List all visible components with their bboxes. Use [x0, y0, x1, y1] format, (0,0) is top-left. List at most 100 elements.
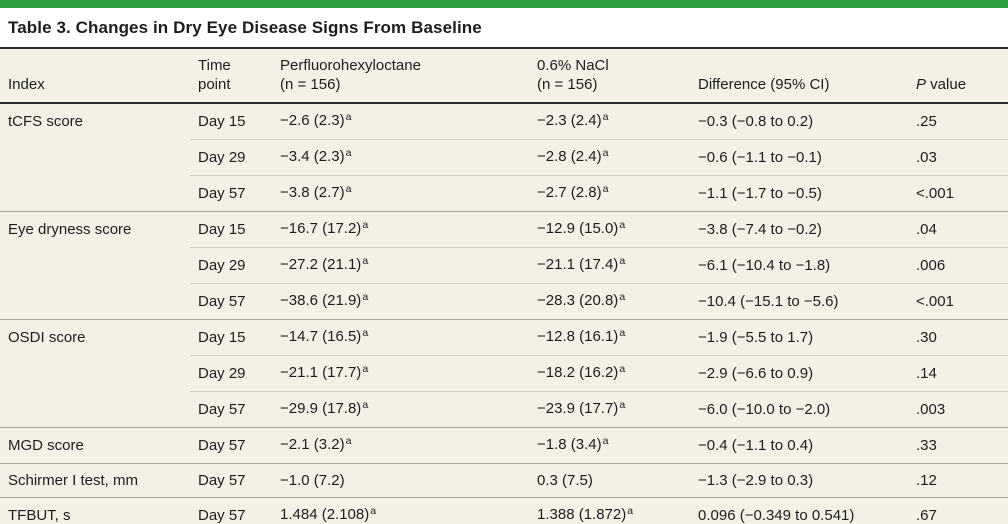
footnote-marker: a	[602, 111, 609, 123]
cell-nacl: −28.3 (20.8)a	[529, 283, 690, 320]
header-label: Difference (95% CI)	[698, 76, 830, 93]
header-label: value	[926, 76, 967, 93]
footnote-marker: a	[619, 327, 626, 339]
cell-perfluorohexyloctane: 1.484 (2.108)a	[272, 497, 529, 524]
cell-time-point: Day 29	[190, 247, 272, 284]
cell-p-value: .33	[908, 427, 1008, 464]
table-row: Day 57 −29.9 (17.8)a −23.9 (17.7)a −6.0 (−1…	[0, 391, 1008, 428]
cell-difference: −10.4 (−15.1 to −5.6)	[690, 283, 908, 320]
cell-index: OSDI score	[0, 319, 190, 356]
cell-nacl: −18.2 (16.2)a	[529, 355, 690, 392]
header-label-line: 0.6% NaCl	[537, 57, 609, 74]
table-header: Index Time point Perfluorohexyloctane (n…	[0, 48, 1008, 104]
cell-perfluorohexyloctane: −29.9 (17.8)a	[272, 391, 529, 428]
table-body: tCFS score Day 15 −2.6 (2.3)a −2.3 (2.4)a −0…	[0, 102, 1008, 524]
cell-p-value: .14	[908, 355, 1008, 392]
table-row: Schirmer I test, mm Day 57 −1.0 (7.2) 0.3 (…	[0, 463, 1008, 498]
header-label-line: point	[198, 76, 231, 93]
cell-perfluorohexyloctane: −3.4 (2.3)a	[272, 139, 529, 176]
cell-index	[0, 140, 190, 176]
column-header-difference: Difference (95% CI)	[690, 48, 908, 104]
cell-p-value: .67	[908, 497, 1008, 524]
header-label-p: P	[916, 76, 927, 93]
cell-nacl: −2.8 (2.4)a	[529, 139, 690, 176]
cell-perfluorohexyloctane: −38.6 (21.9)a	[272, 283, 529, 320]
cell-nacl: 0.3 (7.5)	[529, 463, 690, 498]
footnote-marker: a	[619, 255, 626, 267]
footnote-marker: a	[362, 291, 369, 303]
header-label-line: (n = 156)	[537, 76, 598, 93]
cell-difference: −0.3 (−0.8 to 0.2)	[690, 102, 908, 140]
header-label-line: (n = 156)	[280, 76, 341, 93]
accent-bar	[0, 0, 1008, 8]
header-label-line: Perfluorohexyloctane	[280, 57, 421, 74]
cell-nacl: −2.7 (2.8)a	[529, 175, 690, 212]
cell-p-value: .12	[908, 463, 1008, 498]
table-row: TFBUT, s Day 57 1.484 (2.108)a 1.388 (1.872…	[0, 497, 1008, 524]
cell-time-point: Day 57	[190, 497, 272, 524]
footnote-marker: a	[602, 147, 609, 159]
cell-p-value: .30	[908, 319, 1008, 356]
table-title: Table 3. Changes in Dry Eye Disease Sign…	[8, 18, 482, 37]
cell-p-value: <.001	[908, 283, 1008, 320]
header-label-line: Time	[198, 57, 231, 74]
cell-difference: −1.3 (−2.9 to 0.3)	[690, 463, 908, 498]
table-row: Day 57 −38.6 (21.9)a −28.3 (20.8)a −10.4 (−…	[0, 283, 1008, 320]
cell-nacl: −1.8 (3.4)a	[529, 427, 690, 464]
cell-index	[0, 356, 190, 392]
footnote-marker: a	[602, 435, 609, 447]
cell-index	[0, 176, 190, 212]
cell-difference: −6.0 (−10.0 to −2.0)	[690, 391, 908, 428]
footnote-marker: a	[345, 435, 352, 447]
cell-difference: −1.1 (−1.7 to −0.5)	[690, 175, 908, 212]
cell-perfluorohexyloctane: −1.0 (7.2)	[272, 463, 529, 498]
cell-perfluorohexyloctane: −27.2 (21.1)a	[272, 247, 529, 284]
cell-p-value: .04	[908, 211, 1008, 248]
footnote-marker: a	[345, 111, 352, 123]
column-header-index: Index	[0, 48, 190, 104]
footnote-marker: a	[362, 219, 369, 231]
title-block: Table 3. Changes in Dry Eye Disease Sign…	[0, 8, 1008, 47]
footnote-marker: a	[370, 505, 377, 517]
footnote-marker: a	[619, 291, 626, 303]
cell-index: tCFS score	[0, 102, 190, 140]
table-row: Day 29 −21.1 (17.7)a −18.2 (16.2)a −2.9 (−6…	[0, 355, 1008, 392]
cell-time-point: Day 29	[190, 355, 272, 392]
column-header-time-point: Time point	[190, 48, 272, 104]
cell-p-value: .25	[908, 102, 1008, 140]
cell-time-point: Day 57	[190, 427, 272, 464]
cell-index: Schirmer I test, mm	[0, 463, 190, 498]
footnote-marker: a	[362, 255, 369, 267]
cell-time-point: Day 57	[190, 283, 272, 320]
cell-index: Eye dryness score	[0, 211, 190, 248]
footnote-marker: a	[362, 363, 369, 375]
cell-perfluorohexyloctane: −21.1 (17.7)a	[272, 355, 529, 392]
cell-perfluorohexyloctane: −16.7 (17.2)a	[272, 211, 529, 248]
footnote-marker: a	[619, 399, 626, 411]
column-header-perfluorohexyloctane: Perfluorohexyloctane (n = 156)	[272, 48, 529, 104]
cell-time-point: Day 15	[190, 102, 272, 140]
cell-time-point: Day 15	[190, 211, 272, 248]
cell-difference: −0.6 (−1.1 to −0.1)	[690, 139, 908, 176]
cell-difference: −6.1 (−10.4 to −1.8)	[690, 247, 908, 284]
cell-time-point: Day 57	[190, 463, 272, 498]
footnote-marker: a	[619, 363, 626, 375]
cell-nacl: −23.9 (17.7)a	[529, 391, 690, 428]
cell-index: MGD score	[0, 427, 190, 464]
footnote-marker: a	[362, 399, 369, 411]
header-label: Index	[8, 76, 45, 93]
cell-index	[0, 284, 190, 320]
data-table: Index Time point Perfluorohexyloctane (n…	[0, 47, 1008, 524]
cell-difference: −0.4 (−1.1 to 0.4)	[690, 427, 908, 464]
footnote-marker: a	[627, 505, 634, 517]
cell-p-value: .03	[908, 139, 1008, 176]
cell-nacl: −21.1 (17.4)a	[529, 247, 690, 284]
cell-nacl: −12.8 (16.1)a	[529, 319, 690, 356]
table-row: Day 29 −27.2 (21.1)a −21.1 (17.4)a −6.1 (−1…	[0, 247, 1008, 284]
cell-nacl: −12.9 (15.0)a	[529, 211, 690, 248]
footnote-marker: a	[362, 327, 369, 339]
column-header-nacl: 0.6% NaCl (n = 156)	[529, 48, 690, 104]
cell-difference: −2.9 (−6.6 to 0.9)	[690, 355, 908, 392]
cell-index	[0, 248, 190, 284]
